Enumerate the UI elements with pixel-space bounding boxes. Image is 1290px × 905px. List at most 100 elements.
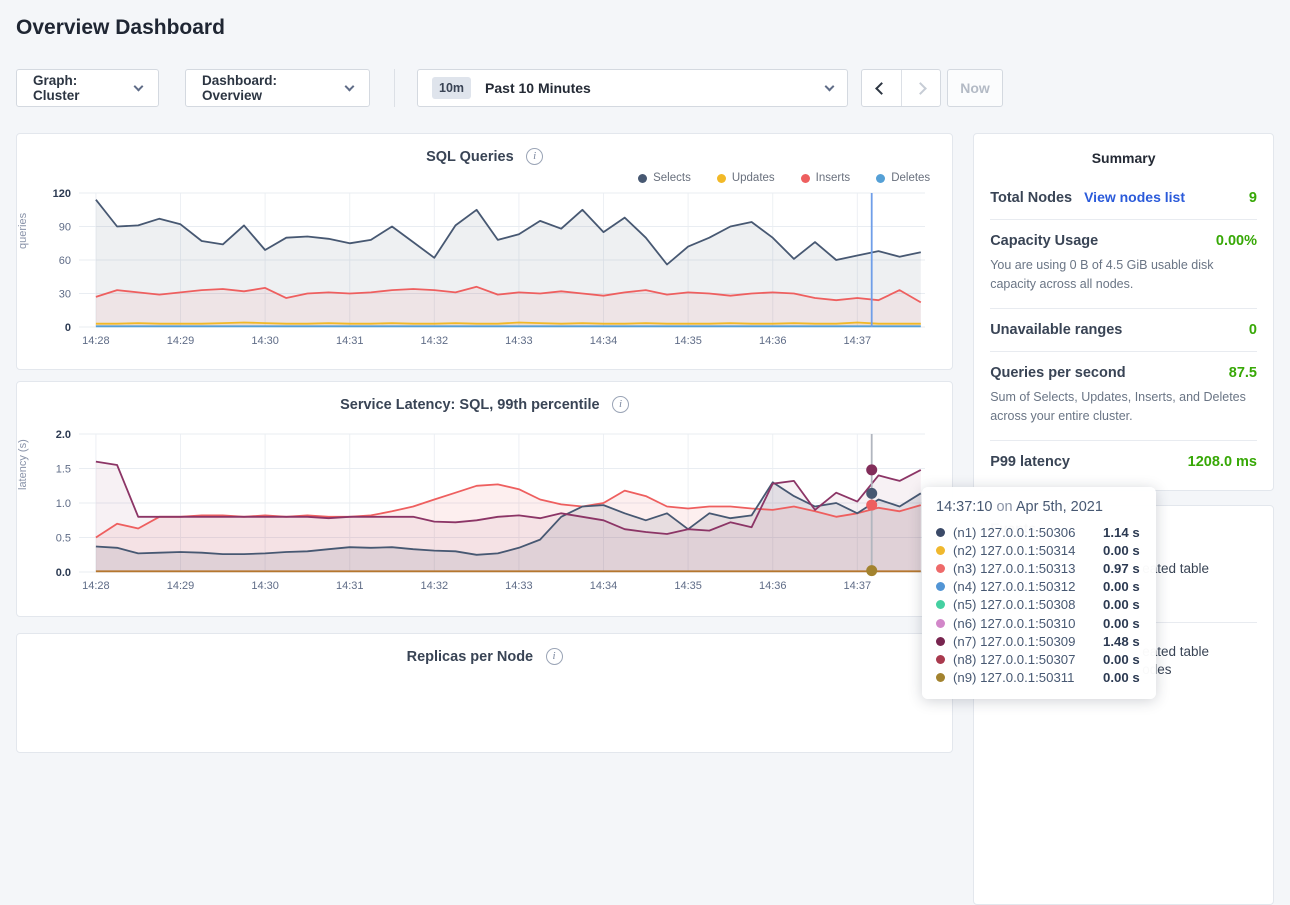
node-color-dot-icon: [936, 673, 945, 683]
p99-latency-label: P99 latency: [990, 453, 1070, 470]
node-color-dot-icon: [936, 618, 945, 628]
legend-item[interactable]: Deletes: [876, 171, 930, 185]
legend-item[interactable]: Inserts: [800, 171, 850, 185]
total-nodes-value: 9: [1248, 190, 1257, 206]
chart-title: SQL Queries: [426, 148, 514, 165]
node-color-dot-icon: [936, 600, 945, 610]
p99-latency-value: 1208.0 ms: [1187, 453, 1257, 470]
legend-dot-icon: [876, 173, 886, 183]
svg-text:1.0: 1.0: [56, 498, 71, 510]
legend-label: Updates: [731, 172, 775, 184]
tooltip-node-value: 0.00 s: [1103, 615, 1140, 631]
svg-text:14:33: 14:33: [505, 580, 533, 592]
tooltip-node-address: (n6) 127.0.0.1:50310: [953, 615, 1076, 631]
tooltip-node-address: (n7) 127.0.0.1:50309: [953, 633, 1076, 649]
tooltip-preposition: on: [996, 499, 1013, 515]
tooltip-node-value: 0.00 s: [1103, 670, 1140, 686]
graph-dropdown-label: Graph: Cluster: [33, 73, 80, 103]
qps-label: Queries per second: [990, 364, 1126, 381]
svg-text:14:33: 14:33: [505, 335, 533, 347]
svg-text:14:35: 14:35: [674, 580, 702, 592]
chevron-down-icon: [824, 81, 835, 91]
dashboard-dropdown-label: Dashboard: Overview: [202, 73, 278, 103]
svg-text:14:30: 14:30: [251, 335, 279, 347]
time-prev-button[interactable]: [862, 70, 901, 106]
overview-dashboard-page: Overview Dashboard Graph: Cluster Dashbo…: [0, 14, 1290, 905]
svg-text:60: 60: [59, 255, 71, 267]
svg-text:14:29: 14:29: [167, 335, 195, 347]
time-range-badge: 10m: [432, 77, 472, 99]
time-next-button[interactable]: [900, 70, 940, 106]
tooltip-row: (n8) 127.0.0.1:50307 0.00 s: [936, 650, 1142, 668]
info-icon[interactable]: [545, 648, 563, 666]
legend-dot-icon: [800, 173, 810, 183]
now-button[interactable]: Now: [947, 69, 1003, 107]
tooltip-time: 14:37:10: [936, 499, 993, 515]
qps-value: 87.5: [1228, 364, 1257, 381]
tooltip-node-value: 0.00 s: [1103, 542, 1140, 558]
sql-queries-plot[interactable]: 14:28 14:29 14:30 14:31 14:32 14:33 14:34 14:35…: [19, 187, 931, 351]
tooltip-row: (n9) 127.0.0.1:50311 0.00 s: [936, 669, 1142, 687]
summary-heading: Summary: [1091, 150, 1156, 166]
svg-text:0.0: 0.0: [56, 567, 71, 579]
event-item[interactable]: eated table: [1142, 561, 1209, 576]
summary-row-capacity: Capacity Usage 0.00% You are using 0 B o…: [990, 220, 1257, 309]
svg-text:90: 90: [59, 222, 71, 234]
node-color-dot-icon: [936, 545, 945, 555]
tooltip-row: (n6) 127.0.0.1:50310 0.00 s: [936, 614, 1142, 632]
service-latency-card: Service Latency: SQL, 99th percentile la…: [16, 381, 954, 617]
event-item[interactable]: odes: [1142, 662, 1172, 677]
info-icon[interactable]: [612, 396, 630, 414]
svg-text:14:36: 14:36: [759, 335, 787, 347]
capacity-usage-label: Capacity Usage: [990, 233, 1099, 249]
capacity-usage-value: 0.00%: [1215, 233, 1257, 249]
view-nodes-list-link[interactable]: View nodes list: [1084, 189, 1185, 205]
capacity-usage-description: You are using 0 B of 4.5 GiB usable disk…: [990, 258, 1214, 292]
y-axis-label: queries: [17, 212, 29, 249]
dashboard-controls: Graph: Cluster Dashboard: Overview 10m P…: [16, 69, 1274, 107]
summary-row-total-nodes: Total Nodes View nodes list 9: [990, 176, 1257, 220]
legend-label: Deletes: [891, 172, 931, 184]
tooltip-node-address: (n8) 127.0.0.1:50307: [953, 651, 1076, 667]
svg-text:30: 30: [59, 289, 71, 301]
sql-queries-card: SQL Queries Selects Updates Inserts Deletes…: [16, 133, 954, 370]
tooltip-node-address: (n3) 127.0.0.1:50313: [953, 560, 1076, 576]
tooltip-node-address: (n5) 127.0.0.1:50308: [953, 597, 1076, 613]
summary-row-qps: Queries per second 87.5 Sum of Selects, …: [990, 352, 1257, 441]
chevron-down-icon: [133, 81, 144, 91]
chart-legend: Selects Updates Inserts Deletes: [33, 171, 930, 185]
tooltip-timestamp: 14:37:10 on Apr 5th, 2021: [936, 499, 1142, 515]
svg-text:1.5: 1.5: [56, 464, 71, 476]
chart-title: Service Latency: SQL, 99th percentile: [340, 396, 600, 413]
sql-queries-chart[interactable]: queries 14:28 14:29 14:30 14:31 14:32 14:33 14…: [17, 187, 950, 356]
chevron-right-icon: [914, 81, 928, 95]
svg-text:0.5: 0.5: [56, 533, 71, 545]
svg-text:14:34: 14:34: [590, 335, 618, 347]
svg-text:14:31: 14:31: [336, 580, 364, 592]
service-latency-chart[interactable]: latency (s) 14:28 14:29 14:30 14:31 14:32 14:…: [17, 428, 950, 601]
node-color-dot-icon: [936, 636, 945, 646]
tooltip-row: (n1) 127.0.0.1:50306 1.14 s: [936, 523, 1142, 541]
service-latency-plot[interactable]: 14:28 14:29 14:30 14:31 14:32 14:33 14:34 14:35…: [19, 428, 931, 596]
tooltip-node-value: 0.00 s: [1103, 651, 1140, 667]
legend-label: Selects: [653, 172, 691, 184]
svg-text:14:29: 14:29: [167, 580, 195, 592]
total-nodes-label: Total Nodes: [990, 190, 1073, 206]
tooltip-node-value: 0.00 s: [1103, 579, 1140, 595]
event-item[interactable]: eated table: [1142, 644, 1209, 659]
page-title: Overview Dashboard: [16, 16, 225, 39]
info-icon[interactable]: [526, 148, 544, 166]
svg-text:120: 120: [53, 188, 71, 200]
svg-text:14:37: 14:37: [844, 580, 872, 592]
legend-dot-icon: [638, 173, 648, 183]
legend-item[interactable]: Updates: [716, 171, 775, 185]
graph-dropdown[interactable]: Graph: Cluster: [16, 69, 159, 107]
svg-text:14:35: 14:35: [674, 335, 702, 347]
svg-text:2.0: 2.0: [56, 429, 71, 441]
legend-item[interactable]: Selects: [638, 171, 691, 185]
time-nav-group: [861, 69, 941, 107]
time-range-picker[interactable]: 10m Past 10 Minutes: [417, 69, 848, 107]
controls-divider: [394, 69, 395, 107]
chevron-down-icon: [344, 81, 355, 91]
dashboard-dropdown[interactable]: Dashboard: Overview: [185, 69, 370, 107]
